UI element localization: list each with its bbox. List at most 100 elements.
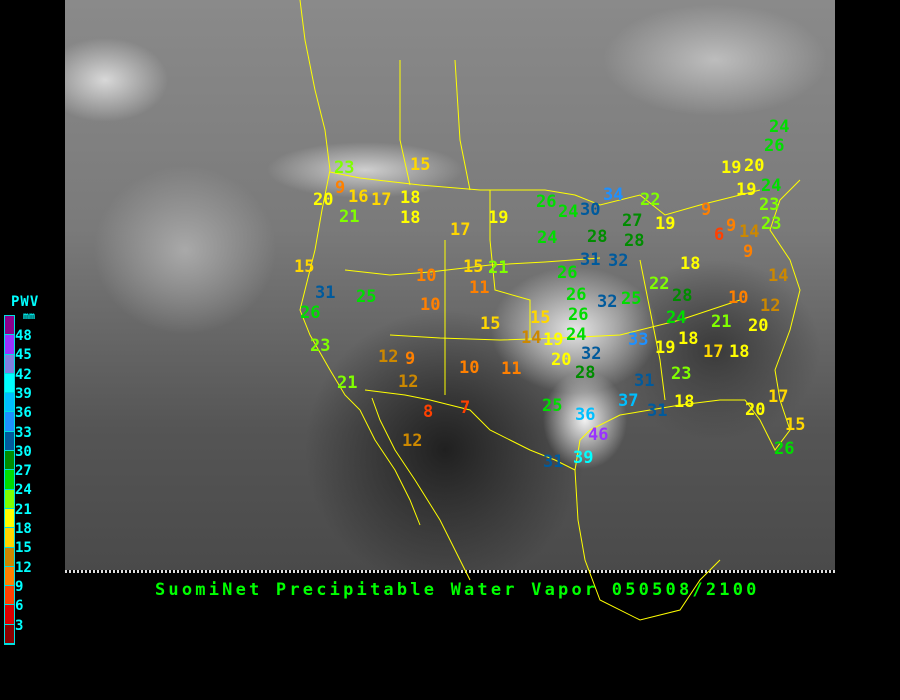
legend-tick-label: 42 xyxy=(15,366,32,383)
station-pwv-value: 33 xyxy=(628,330,649,350)
legend-tick-label: 33 xyxy=(15,424,32,441)
state-line xyxy=(489,190,531,340)
legend-tick-label: 24 xyxy=(15,482,32,499)
station-pwv-value: 31 xyxy=(634,371,655,391)
station-pwv-value: 28 xyxy=(624,231,645,251)
station-pwv-value: 6 xyxy=(714,225,725,245)
station-pwv-value: 22 xyxy=(649,274,670,294)
mexico-gulf-coast xyxy=(574,469,721,621)
station-pwv-value: 16 xyxy=(348,187,369,207)
station-pwv-value: 23 xyxy=(334,158,355,178)
legend-unit: mm xyxy=(23,311,36,322)
station-pwv-value: 19 xyxy=(543,330,564,350)
station-pwv-value: 36 xyxy=(575,405,596,425)
legend-color-box xyxy=(5,528,14,548)
station-pwv-value: 10 xyxy=(420,295,441,315)
station-pwv-value: 21 xyxy=(488,258,509,278)
station-pwv-value: 26 xyxy=(300,303,321,323)
legend-color-box xyxy=(5,470,14,490)
station-pwv-value: 18 xyxy=(400,188,421,208)
station-pwv-value: 10 xyxy=(728,288,749,308)
station-pwv-value: 31 xyxy=(647,401,668,421)
station-pwv-value: 46 xyxy=(588,425,609,445)
legend-color-box xyxy=(5,373,14,394)
legend-tick-label: 45 xyxy=(15,347,32,364)
station-pwv-value: 26 xyxy=(536,192,557,212)
state-line xyxy=(389,299,741,341)
legend-color-box xyxy=(5,566,14,587)
station-pwv-value: 31 xyxy=(543,452,564,472)
us-mexico-border xyxy=(364,389,576,471)
station-pwv-value: 34 xyxy=(603,185,624,205)
station-pwv-value: 21 xyxy=(711,312,732,332)
legend-color-box xyxy=(5,335,14,355)
legend-color-box xyxy=(5,605,14,625)
legend-title: PWV xyxy=(11,294,40,310)
station-pwv-value: 20 xyxy=(744,156,765,176)
legend-tick-label: 30 xyxy=(15,443,32,460)
legend-tick-label: 39 xyxy=(15,385,32,402)
station-pwv-value: 26 xyxy=(774,439,795,459)
station-pwv-value: 9 xyxy=(405,349,416,369)
station-pwv-value: 24 xyxy=(566,325,587,345)
station-pwv-value: 15 xyxy=(480,314,501,334)
legend-color-box xyxy=(5,508,14,529)
legend-color-box xyxy=(5,451,14,471)
legend-tick-label: 3 xyxy=(15,617,24,634)
station-pwv-value: 23 xyxy=(671,364,692,384)
station-pwv-value: 26 xyxy=(568,305,589,325)
station-pwv-value: 17 xyxy=(371,190,392,210)
legend-tick-label: 6 xyxy=(15,598,24,615)
map-title: SuomiNet Precipitable Water Vapor 050508… xyxy=(155,580,760,600)
station-pwv-value: 15 xyxy=(785,415,806,435)
station-pwv-value: 12 xyxy=(398,372,419,392)
station-pwv-value: 14 xyxy=(521,328,542,348)
station-pwv-value: 17 xyxy=(768,387,789,407)
legend-tick-label: 27 xyxy=(15,463,32,480)
station-pwv-value: 9 xyxy=(743,242,754,262)
station-pwv-value: 18 xyxy=(678,329,699,349)
station-pwv-value: 24 xyxy=(558,202,579,222)
station-pwv-value: 14 xyxy=(768,266,789,286)
state-line xyxy=(639,259,666,401)
station-pwv-value: 30 xyxy=(580,200,601,220)
station-pwv-value: 20 xyxy=(745,400,766,420)
pacific-coastline xyxy=(299,0,421,526)
legend-tick-label: 48 xyxy=(15,328,32,344)
station-pwv-value: 28 xyxy=(672,286,693,306)
station-pwv-value: 9 xyxy=(726,216,737,236)
station-pwv-value: 37 xyxy=(618,391,639,411)
satellite-image xyxy=(65,0,835,572)
legend-tick-label: 36 xyxy=(15,405,32,422)
station-pwv-value: 20 xyxy=(313,190,334,210)
station-pwv-value: 8 xyxy=(423,402,434,422)
station-pwv-value: 24 xyxy=(769,117,790,137)
legend-color-box xyxy=(5,431,14,452)
station-pwv-value: 27 xyxy=(622,211,643,231)
station-pwv-value: 9 xyxy=(335,178,346,198)
station-pwv-value: 28 xyxy=(575,363,596,383)
legend-color-box xyxy=(5,489,14,509)
station-pwv-value: 15 xyxy=(530,308,551,328)
legend-tick-label: 15 xyxy=(15,540,32,557)
station-pwv-value: 18 xyxy=(729,342,750,362)
station-pwv-value: 20 xyxy=(551,350,572,370)
station-pwv-value: 39 xyxy=(573,448,594,468)
station-pwv-value: 19 xyxy=(655,214,676,234)
station-pwv-value: 10 xyxy=(459,358,480,378)
station-pwv-value: 31 xyxy=(315,283,336,303)
station-pwv-value: 11 xyxy=(469,278,490,298)
legend-color-box xyxy=(5,316,14,336)
legend-color-box xyxy=(5,547,14,567)
legend-tick-label: 18 xyxy=(15,521,32,537)
station-pwv-value: 24 xyxy=(761,176,782,196)
state-line xyxy=(344,257,601,276)
station-pwv-value: 12 xyxy=(760,296,781,316)
station-pwv-value: 10 xyxy=(416,266,437,286)
legend-tick-label: 12 xyxy=(15,559,32,576)
station-pwv-value: 26 xyxy=(557,263,578,283)
image-bottom-edge xyxy=(65,570,835,573)
station-pwv-value: 25 xyxy=(621,289,642,309)
station-pwv-value: 19 xyxy=(736,180,757,200)
